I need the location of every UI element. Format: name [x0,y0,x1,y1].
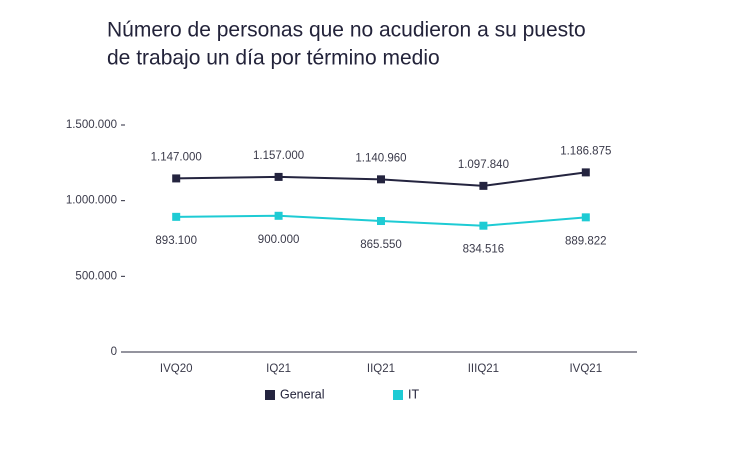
marker [377,217,385,226]
x-tick-label: IIIQ21 [468,363,499,375]
legend-label: General [280,387,324,401]
value-label: 1.140.960 [355,152,406,164]
value-label: 1.097.840 [458,159,509,171]
y-tick-label: 1.000.000 [66,195,117,207]
value-label: 893.100 [155,235,197,247]
value-label: 889.822 [565,235,607,247]
x-tick-label: IVQ20 [160,363,193,375]
value-label: 1.147.000 [151,151,202,163]
value-label: 1.157.000 [253,150,304,162]
marker [581,168,590,177]
x-tick-label: IQ21 [266,363,291,375]
marker [479,181,488,190]
chart-title: de trabajo un día por término medio [107,47,440,70]
marker [581,213,590,222]
value-label: 865.550 [360,239,402,251]
y-tick-label: 500.000 [75,270,117,282]
x-tick-label: IVQ21 [569,363,602,375]
chart-title: Número de personas que no acudieron a su… [107,19,586,42]
value-label: 900.000 [258,234,300,246]
legend-label: IT [408,387,419,401]
y-tick-label: 0 [111,346,117,358]
marker [274,211,283,220]
marker [172,174,181,183]
marker [479,221,488,230]
x-tick-label: IIQ21 [367,363,395,375]
y-tick-label: 1.500.000 [66,119,117,131]
marker [274,172,283,181]
marker [172,212,181,221]
marker [377,175,385,184]
legend-swatch [393,390,403,400]
value-label: 1.186.875 [560,145,611,157]
value-label: 834.516 [463,244,505,256]
legend-swatch [265,390,275,400]
